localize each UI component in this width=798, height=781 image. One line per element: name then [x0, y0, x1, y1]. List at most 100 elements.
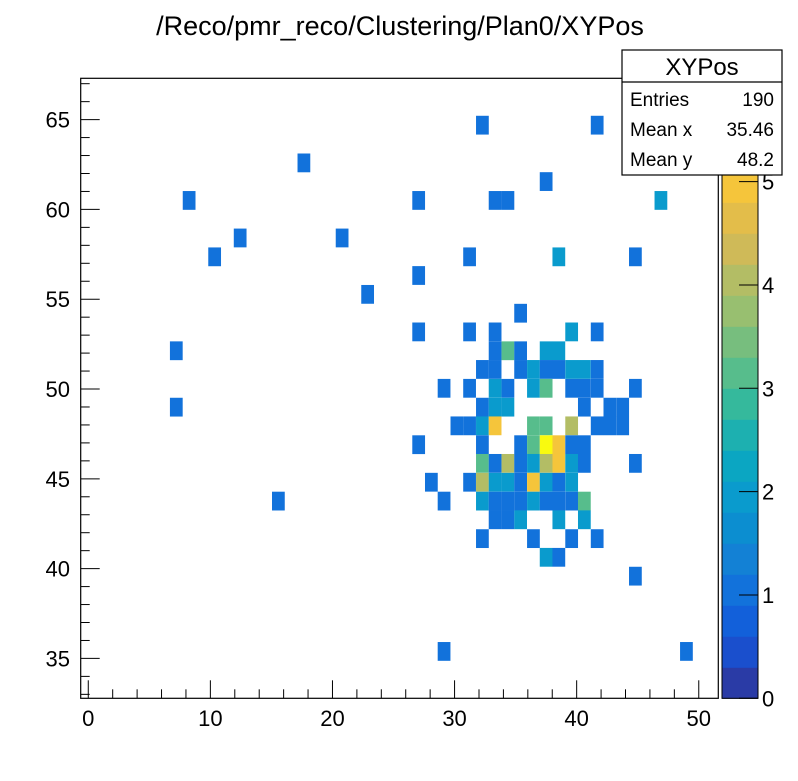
color-scale-level	[722, 636, 758, 668]
stats-title: XYPos	[665, 54, 738, 81]
heatmap-cell	[412, 322, 426, 342]
x-axis: 0 10 20 30 40 50	[82, 680, 711, 731]
stats-box: XYPos Entries 190 Mean x 35.46 Mean y 48…	[621, 49, 783, 176]
heatmap-cell	[539, 472, 553, 492]
x-tick-label: 20	[320, 706, 344, 731]
heatmap-cell	[565, 491, 579, 511]
color-scale-level	[722, 481, 758, 513]
heatmap-cell	[629, 378, 642, 398]
color-scale-level	[722, 388, 758, 420]
color-scale-level	[722, 450, 758, 482]
heatmap-cell	[476, 115, 489, 135]
heatmap-cell	[182, 191, 196, 210]
heatmap-cell	[590, 378, 604, 398]
heatmap-cell	[335, 228, 349, 248]
heatmap-cell	[501, 510, 515, 530]
heatmap-cell	[476, 416, 489, 436]
heatmap-cell	[590, 529, 604, 549]
heatmap-cell	[552, 547, 566, 567]
stats-mean-y-value: 48.2	[737, 150, 774, 171]
x-tick-label: 10	[198, 706, 222, 731]
heatmap-cell	[476, 491, 489, 511]
heatmap-cell	[437, 378, 451, 398]
y-tick-label: 60	[46, 197, 70, 222]
heatmap-cell	[590, 322, 604, 342]
heatmap-cell	[590, 416, 604, 436]
y-tick-label: 35	[46, 646, 70, 671]
color-scale-level	[722, 357, 758, 389]
heatmap-cell	[233, 228, 247, 248]
heatmap-cell	[539, 453, 553, 473]
heatmap-cell	[501, 378, 515, 398]
heatmap-cell	[437, 642, 451, 661]
heatmap-cell	[577, 397, 591, 417]
heatmap-cell	[463, 416, 476, 436]
stats-mean-x-label: Mean x	[630, 120, 693, 141]
heatmap-cell	[680, 642, 693, 661]
heatmap-cell	[476, 453, 489, 473]
z-tick-label: 2	[762, 480, 774, 505]
heatmap-cell	[463, 322, 476, 342]
heatmap-cell	[514, 360, 527, 379]
heatmap-cell	[565, 378, 579, 398]
heatmap-cell	[565, 416, 579, 436]
heatmap-cell	[577, 435, 591, 455]
heatmap-cell	[501, 397, 515, 417]
heatmap-cell	[552, 472, 566, 492]
color-scale-level	[722, 543, 758, 575]
heatmap-cell	[527, 416, 540, 436]
color-scale-level	[722, 171, 758, 203]
heatmap-cell	[476, 435, 489, 455]
heatmap-cell	[539, 360, 553, 379]
heatmap-cell	[629, 453, 642, 473]
color-scale-level	[722, 605, 758, 637]
z-tick-label: 1	[762, 583, 774, 608]
y-tick-label: 55	[46, 287, 70, 312]
heatmap-cell	[514, 341, 527, 361]
color-scale-level	[722, 264, 758, 296]
color-scale-level	[722, 295, 758, 327]
heatmap-cell	[577, 491, 591, 511]
heatmap-cell	[501, 341, 515, 361]
heatmap-cell	[412, 191, 426, 210]
color-scale-level	[722, 419, 758, 451]
color-scale-level	[722, 326, 758, 358]
heatmap-cell	[603, 416, 617, 436]
heatmap-cell	[272, 491, 285, 511]
heatmap-cell	[488, 397, 502, 417]
heatmap-cell	[412, 435, 426, 455]
heatmap-cell	[488, 416, 502, 436]
heatmap-cell	[501, 472, 515, 492]
x-tick-label: 40	[564, 706, 588, 731]
color-scale-level	[722, 574, 758, 606]
heatmap-cell	[450, 416, 464, 436]
z-axis: 0 1 2 3 4 5	[739, 170, 774, 711]
heatmap-cell	[603, 397, 617, 417]
heatmap-cell	[527, 491, 540, 511]
heatmap-cell	[501, 453, 515, 473]
x-tick-label: 50	[687, 706, 711, 731]
heatmap-cell	[552, 435, 566, 455]
z-tick-label: 0	[762, 686, 774, 711]
stats-entries-label: Entries	[630, 90, 689, 111]
chart-title: /Reco/pmr_reco/Clustering/Plan0/XYPos	[156, 11, 644, 41]
heatmap-cell	[514, 435, 527, 455]
heatmap-cell	[501, 191, 515, 210]
heatmap-cell	[463, 378, 476, 398]
heatmap-cell	[577, 510, 591, 530]
heatmap-cell	[488, 378, 502, 398]
heatmap-cell	[463, 247, 476, 267]
heatmap-cell	[424, 472, 438, 492]
heatmap-cell	[527, 453, 540, 473]
heatmap-cell	[629, 247, 642, 267]
y-tick-label: 40	[46, 557, 70, 582]
heatmap-cell	[412, 266, 426, 285]
heatmap-cell	[565, 472, 579, 492]
heatmap-cell	[488, 453, 502, 473]
heatmap-cell	[297, 153, 311, 173]
heatmap-cell	[565, 360, 579, 379]
heatmap-cell	[501, 491, 515, 511]
heatmap-cell	[488, 322, 502, 342]
heatmap-cell	[488, 510, 502, 530]
